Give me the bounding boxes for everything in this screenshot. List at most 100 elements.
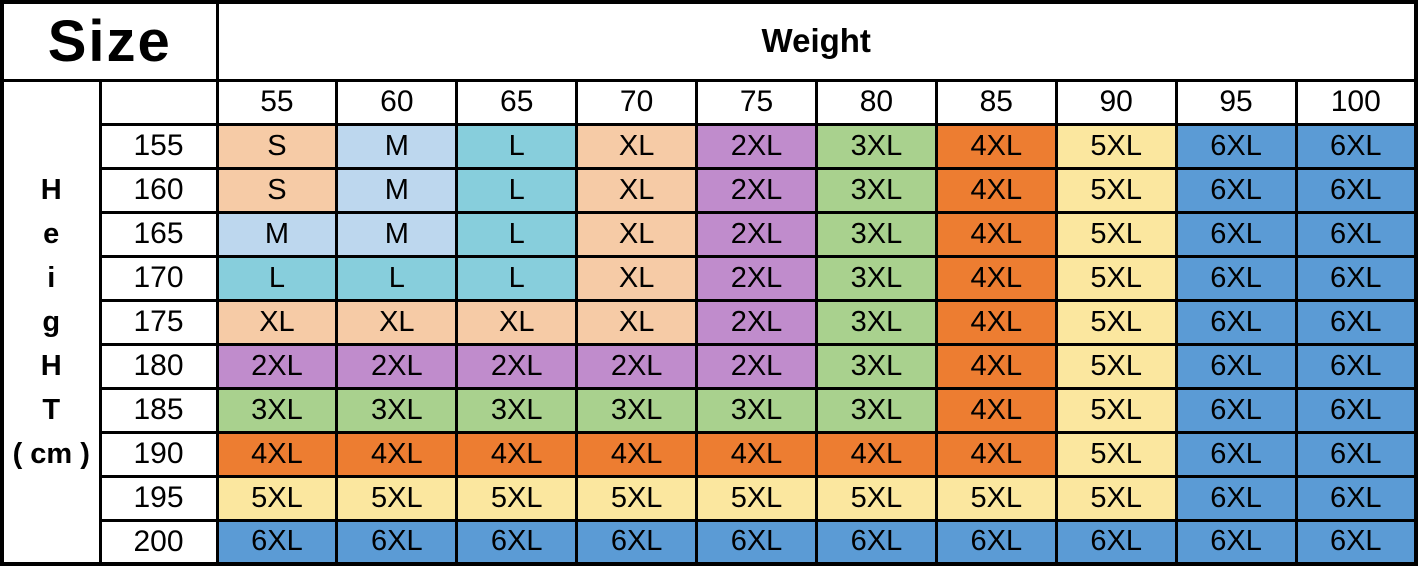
size-value-cell: 6XL <box>1294 298 1418 346</box>
weight-header-cell: 65 <box>455 78 579 126</box>
weight-header-cell: 90 <box>1054 78 1178 126</box>
size-value-cell: 6XL <box>814 518 938 566</box>
height-header-cell: 190 <box>98 430 219 478</box>
size-value-cell: 3XL <box>814 386 938 434</box>
size-value-cell: 6XL <box>1294 342 1418 390</box>
size-value-cell: XL <box>455 298 579 346</box>
table-row: 185 3XL 3XL 3XL 3XL 3XL 3XL 4XL 5XL 6XL 6XL <box>2 386 1418 434</box>
weight-header-cell: 70 <box>575 78 699 126</box>
weight-header-cell: 80 <box>814 78 938 126</box>
size-value-cell: 6XL <box>1294 386 1418 434</box>
size-value-cell: 5XL <box>1054 166 1178 214</box>
size-value-cell: M <box>215 210 339 258</box>
size-value-cell: 2XL <box>455 342 579 390</box>
size-value-cell: 4XL <box>934 166 1058 214</box>
size-value-cell: 6XL <box>1174 122 1298 170</box>
table-row: 170 L L L XL 2XL 3XL 4XL 5XL 6XL 6XL <box>2 254 1418 302</box>
table-row: 165 M M L XL 2XL 3XL 4XL 5XL 6XL 6XL <box>2 210 1418 258</box>
table-row: 195 5XL 5XL 5XL 5XL 5XL 5XL 5XL 5XL 6XL 6XL <box>2 474 1418 522</box>
size-value-cell: 6XL <box>335 518 459 566</box>
size-value-cell: 3XL <box>455 386 579 434</box>
height-axis-letter: g <box>42 305 61 338</box>
size-value-cell: 4XL <box>455 430 579 478</box>
size-value-cell: 3XL <box>814 342 938 390</box>
height-header-cell: 160 <box>98 166 219 214</box>
size-value-cell: 4XL <box>335 430 459 478</box>
size-value-cell: L <box>455 254 579 302</box>
size-value-cell: 6XL <box>695 518 818 566</box>
size-value-cell: 2XL <box>695 166 818 214</box>
size-value-cell: XL <box>575 210 699 258</box>
size-value-cell: 6XL <box>1174 342 1298 390</box>
size-value-cell: L <box>215 254 339 302</box>
size-value-cell: S <box>215 122 339 170</box>
size-value-cell: 6XL <box>215 518 339 566</box>
size-value-cell: 3XL <box>814 254 938 302</box>
size-value-cell: 4XL <box>934 122 1058 170</box>
size-value-cell: 4XL <box>575 430 699 478</box>
height-axis-letter: ( cm ) <box>12 437 90 470</box>
size-value-cell: 5XL <box>814 474 938 522</box>
size-value-cell: 6XL <box>1294 474 1418 522</box>
size-value-cell: 4XL <box>934 298 1058 346</box>
size-value-cell: 4XL <box>934 430 1058 478</box>
size-value-cell: 5XL <box>1054 474 1178 522</box>
size-value-cell: 2XL <box>695 298 818 346</box>
size-value-cell: 6XL <box>1174 166 1298 214</box>
size-value-cell: M <box>335 122 459 170</box>
weight-header-cell: 75 <box>695 78 818 126</box>
size-value-cell: 6XL <box>1054 518 1178 566</box>
height-header-cell: 180 <box>98 342 219 390</box>
size-value-cell: 2XL <box>695 342 818 390</box>
size-value-cell: 5XL <box>1054 122 1178 170</box>
weight-header-cell: 100 <box>1294 78 1418 126</box>
size-value-cell: 6XL <box>1174 210 1298 258</box>
height-axis-letter: H <box>40 173 62 206</box>
size-value-cell: 4XL <box>215 430 339 478</box>
size-value-cell: 5XL <box>455 474 579 522</box>
size-value-cell: 3XL <box>814 298 938 346</box>
size-value-cell: 5XL <box>1054 254 1178 302</box>
size-value-cell: 6XL <box>1174 474 1298 522</box>
size-value-cell: 3XL <box>335 386 459 434</box>
size-value-cell: 5XL <box>1054 342 1178 390</box>
size-value-cell: 6XL <box>575 518 699 566</box>
size-value-cell: L <box>335 254 459 302</box>
size-value-cell: 5XL <box>575 474 699 522</box>
corner-empty-cell <box>98 78 219 126</box>
height-axis-letter: e <box>43 217 60 250</box>
size-value-cell: 3XL <box>575 386 699 434</box>
table-row: 180 2XL 2XL 2XL 2XL 2XL 3XL 4XL 5XL 6XL 6XL <box>2 342 1418 390</box>
header-row: Size Weight <box>0 0 1418 82</box>
size-value-cell: XL <box>575 254 699 302</box>
size-value-cell: 6XL <box>1294 254 1418 302</box>
table-row: 155 S M L XL 2XL 3XL 4XL 5XL 6XL 6XL <box>2 122 1418 170</box>
size-value-cell: XL <box>575 298 699 346</box>
size-value-cell: 4XL <box>695 430 818 478</box>
height-header-cell: 175 <box>98 298 219 346</box>
size-value-cell: L <box>455 210 579 258</box>
table-row: 190 4XL 4XL 4XL 4XL 4XL 4XL 4XL 5XL 6XL 6XL <box>2 430 1418 478</box>
size-value-cell: XL <box>575 166 699 214</box>
size-value-cell: 6XL <box>1174 254 1298 302</box>
size-value-cell: L <box>455 122 579 170</box>
size-value-cell: 4XL <box>934 254 1058 302</box>
height-header-cell: 165 <box>98 210 219 258</box>
size-value-cell: 5XL <box>1054 210 1178 258</box>
size-value-cell: 6XL <box>455 518 579 566</box>
size-value-cell: 4XL <box>934 386 1058 434</box>
size-value-cell: 2XL <box>695 254 818 302</box>
size-value-cell: XL <box>575 122 699 170</box>
size-value-cell: 5XL <box>695 474 818 522</box>
size-value-cell: 6XL <box>1174 386 1298 434</box>
size-value-cell: 3XL <box>814 166 938 214</box>
size-value-cell: 5XL <box>934 474 1058 522</box>
size-value-cell: 6XL <box>1294 166 1418 214</box>
size-value-cell: 5XL <box>215 474 339 522</box>
size-value-cell: XL <box>215 298 339 346</box>
size-value-cell: 3XL <box>814 210 938 258</box>
